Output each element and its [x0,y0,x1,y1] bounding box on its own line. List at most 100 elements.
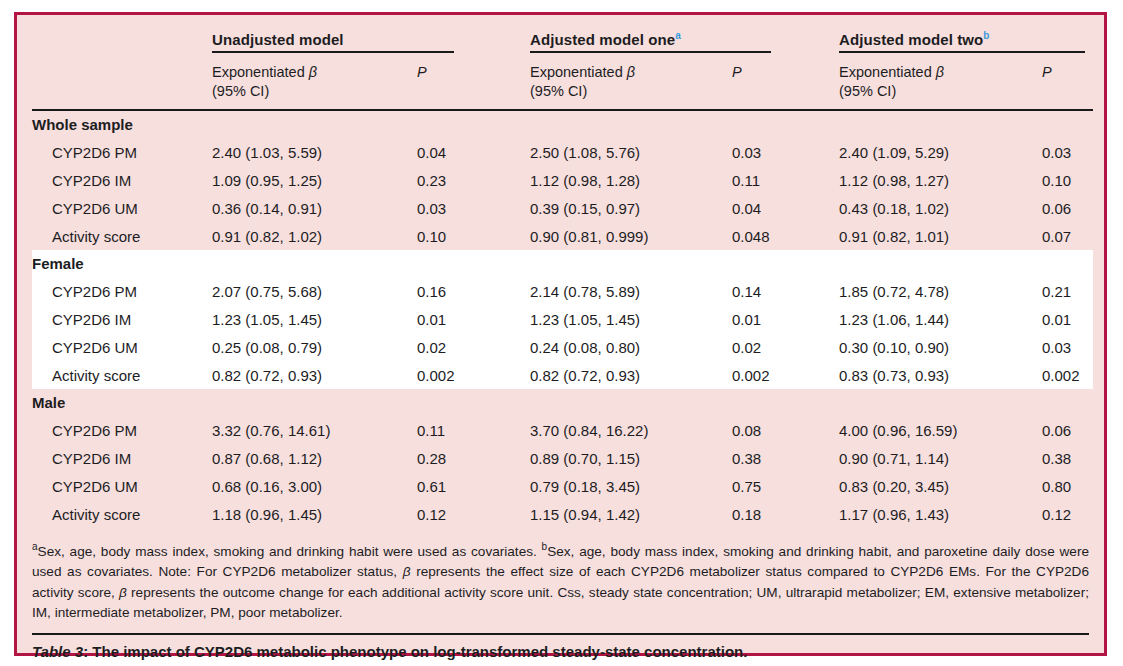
footnote-text: Sex, age, body mass index, smoking and d… [38,544,542,559]
cell-p-value: 0.11 [417,416,530,444]
corner-spacer [32,28,212,60]
col-header-exp-beta-1: Exponentiated β(95% CI) [212,60,417,110]
table3: Unadjusted model Adjusted model onea Adj… [32,28,1093,528]
table-row: CYP2D6 IM1.23 (1.05, 1.45)0.011.23 (1.05… [32,305,1093,333]
table-caption-text: : The impact of CYP2D6 metabolic phenoty… [83,643,747,660]
cell-p-value: 0.03 [1042,138,1093,166]
footnote: aSex, age, body mass index, smoking and … [32,537,1089,624]
group-header-adjusted-two: Adjusted model twob [839,28,1093,60]
cell-exp-beta: 0.25 (0.08, 0.79) [212,333,417,361]
cell-p-value: 0.16 [417,277,530,305]
row-label: CYP2D6 PM [32,138,212,166]
footnote-marker-a: a [675,30,681,41]
cell-p-value: 0.01 [417,305,530,333]
cell-p-value: 0.14 [732,277,839,305]
cell-p-value: 0.08 [732,416,839,444]
cell-exp-beta: 0.89 (0.70, 1.15) [530,444,732,472]
cell-exp-beta: 0.24 (0.08, 0.80) [530,333,732,361]
cell-p-value: 0.10 [417,222,530,250]
cell-p-value: 0.04 [417,138,530,166]
cell-p-value: 0.10 [1042,166,1093,194]
cell-exp-beta: 2.50 (1.08, 5.76) [530,138,732,166]
subheader-row: Exponentiated β(95% CI) P Exponentiated … [32,60,1093,110]
cell-p-value: 0.02 [417,333,530,361]
cell-exp-beta: 1.23 (1.06, 1.44) [839,305,1042,333]
cell-p-value: 0.06 [1042,416,1093,444]
footnote-text: represents the outcome change for each a… [32,585,1089,621]
col-header-exp-beta-2: Exponentiated β(95% CI) [530,60,732,110]
section-row-whole-sample: Whole sample [32,110,1093,138]
group-header-label: Adjusted model onea [530,30,839,48]
row-label: Activity score [32,500,212,528]
cell-exp-beta: 2.40 (1.09, 5.29) [839,138,1042,166]
cell-p-value: 0.048 [732,222,839,250]
table-row: CYP2D6 IM0.87 (0.68, 1.12)0.280.89 (0.70… [32,444,1093,472]
table-row: Activity score0.82 (0.72, 0.93)0.0020.82… [32,361,1093,389]
cell-exp-beta: 3.32 (0.76, 14.61) [212,416,417,444]
beta-symbol: β [119,585,127,600]
section-label: Whole sample [32,110,1093,138]
row-label: CYP2D6 PM [32,277,212,305]
row-label: CYP2D6 IM [32,444,212,472]
table-caption-number: Table 3 [32,643,83,660]
cell-exp-beta: 1.15 (0.94, 1.42) [530,500,732,528]
cell-exp-beta: 0.90 (0.81, 0.999) [530,222,732,250]
table-row: CYP2D6 PM2.40 (1.03, 5.59)0.042.50 (1.08… [32,138,1093,166]
row-label: CYP2D6 IM [32,305,212,333]
table-row: CYP2D6 PM2.07 (0.75, 5.68)0.162.14 (0.78… [32,277,1093,305]
table-row: CYP2D6 UM0.36 (0.14, 0.91)0.030.39 (0.15… [32,194,1093,222]
cell-exp-beta: 0.82 (0.72, 0.93) [530,361,732,389]
group-underline [839,51,1085,53]
table-row: CYP2D6 IM1.09 (0.95, 1.25)0.231.12 (0.98… [32,166,1093,194]
group-underline [212,51,454,53]
table-row: CYP2D6 UM0.68 (0.16, 3.00)0.610.79 (0.18… [32,472,1093,500]
col-header-exp-beta-3: Exponentiated β(95% CI) [839,60,1042,110]
cell-exp-beta: 0.39 (0.15, 0.97) [530,194,732,222]
section-row-male: Male [32,389,1093,416]
cell-p-value: 0.18 [732,500,839,528]
cell-exp-beta: 0.36 (0.14, 0.91) [212,194,417,222]
table-row: Activity score0.91 (0.82, 1.02)0.100.90 … [32,222,1093,250]
group-header-row: Unadjusted model Adjusted model onea Adj… [32,28,1093,60]
cell-p-value: 0.03 [1042,333,1093,361]
cell-p-value: 0.21 [1042,277,1093,305]
row-label: CYP2D6 PM [32,416,212,444]
cell-exp-beta: 1.23 (1.05, 1.45) [212,305,417,333]
group-underline [530,51,771,53]
cell-p-value: 0.38 [1042,444,1093,472]
cell-p-value: 0.002 [1042,361,1093,389]
table-caption: Table 3: The impact of CYP2D6 metabolic … [32,635,1089,660]
cell-p-value: 0.002 [417,361,530,389]
table-body: Whole sampleCYP2D6 PM2.40 (1.03, 5.59)0.… [32,110,1093,528]
cell-p-value: 0.75 [732,472,839,500]
cell-exp-beta: 0.68 (0.16, 3.00) [212,472,417,500]
cell-exp-beta: 0.83 (0.73, 0.93) [839,361,1042,389]
cell-exp-beta: 1.12 (0.98, 1.28) [530,166,732,194]
cell-exp-beta: 0.91 (0.82, 1.01) [839,222,1042,250]
table-row: CYP2D6 PM3.32 (0.76, 14.61)0.113.70 (0.8… [32,416,1093,444]
table3-container: Unadjusted model Adjusted model onea Adj… [14,12,1107,656]
beta-symbol: β [403,564,411,579]
row-label: CYP2D6 UM [32,333,212,361]
cell-exp-beta: 0.82 (0.72, 0.93) [212,361,417,389]
cell-p-value: 0.04 [732,194,839,222]
group-header-unadjusted: Unadjusted model [212,28,530,60]
cell-exp-beta: 2.07 (0.75, 5.68) [212,277,417,305]
cell-p-value: 0.28 [417,444,530,472]
cell-exp-beta: 0.90 (0.71, 1.14) [839,444,1042,472]
cell-exp-beta: 1.17 (0.96, 1.43) [839,500,1042,528]
cell-p-value: 0.01 [732,305,839,333]
cell-p-value: 0.03 [732,138,839,166]
cell-exp-beta: 4.00 (0.96, 16.59) [839,416,1042,444]
cell-p-value: 0.38 [732,444,839,472]
group-header-label: Adjusted model twob [839,30,1093,48]
cell-p-value: 0.01 [1042,305,1093,333]
cell-p-value: 0.03 [417,194,530,222]
cell-exp-beta: 1.85 (0.72, 4.78) [839,277,1042,305]
col-header-p-1: P [417,60,530,110]
cell-exp-beta: 0.79 (0.18, 3.45) [530,472,732,500]
cell-exp-beta: 0.87 (0.68, 1.12) [212,444,417,472]
cell-p-value: 0.80 [1042,472,1093,500]
corner-spacer [32,60,212,110]
section-label: Male [32,389,1093,416]
